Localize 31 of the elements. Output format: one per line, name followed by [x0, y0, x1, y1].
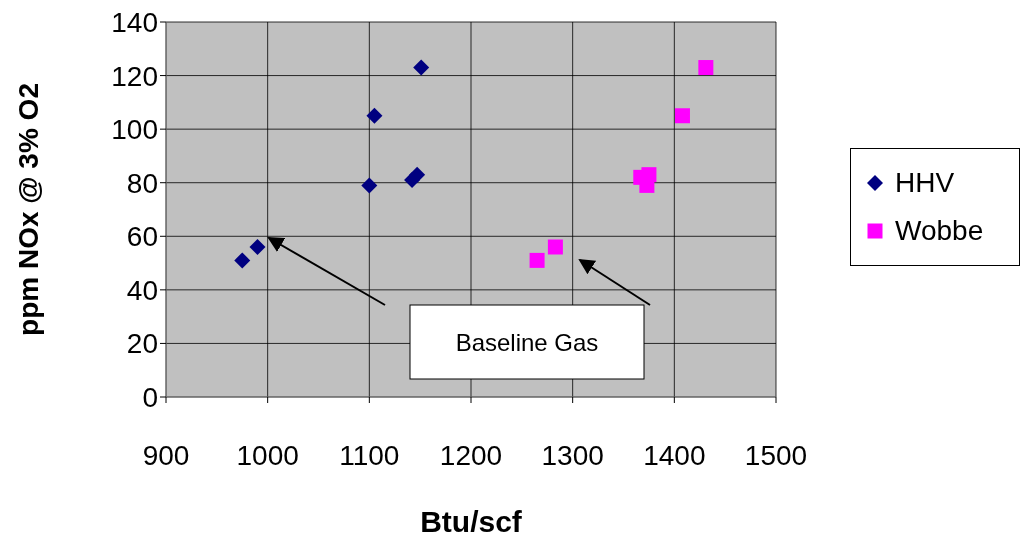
x-tick-label: 900: [142, 439, 190, 471]
point: [361, 177, 378, 194]
y-tick-label: 40: [126, 274, 158, 306]
point: [698, 60, 714, 76]
point: [674, 108, 690, 124]
x-tick-label: 1300: [541, 439, 604, 471]
y-tick-label: 120: [111, 60, 158, 92]
y-tick-label: 140: [111, 6, 158, 38]
point: [366, 107, 383, 124]
point: [249, 239, 266, 255]
x-tick-label: 1000: [236, 439, 299, 471]
callout-box: Baseline Gas: [409, 304, 645, 380]
point: [409, 166, 426, 183]
point: [234, 252, 251, 269]
x-axis-title: Btu/scf: [420, 505, 523, 538]
y-tick-label: 60: [126, 221, 158, 253]
y-tick-label: 100: [111, 114, 158, 146]
y-tick-label: 0: [142, 381, 158, 413]
point: [547, 239, 563, 255]
x-tick-label: 1200: [439, 439, 503, 471]
x-tick-label: 1100: [339, 439, 400, 471]
x-tick-label: 1500: [744, 439, 808, 471]
y-tick-label: 80: [126, 167, 158, 199]
legend-label: HHV: [895, 167, 955, 199]
point: [529, 252, 545, 268]
y-axis-title: ppm NOx @ 3% O2: [12, 83, 44, 336]
annotation: Baseline Gas: [455, 329, 599, 356]
legend-label: Wobbe: [895, 215, 984, 247]
x-tick-label: 1400: [643, 439, 706, 471]
y-tick-label: 20: [126, 328, 158, 360]
point: [413, 59, 430, 76]
